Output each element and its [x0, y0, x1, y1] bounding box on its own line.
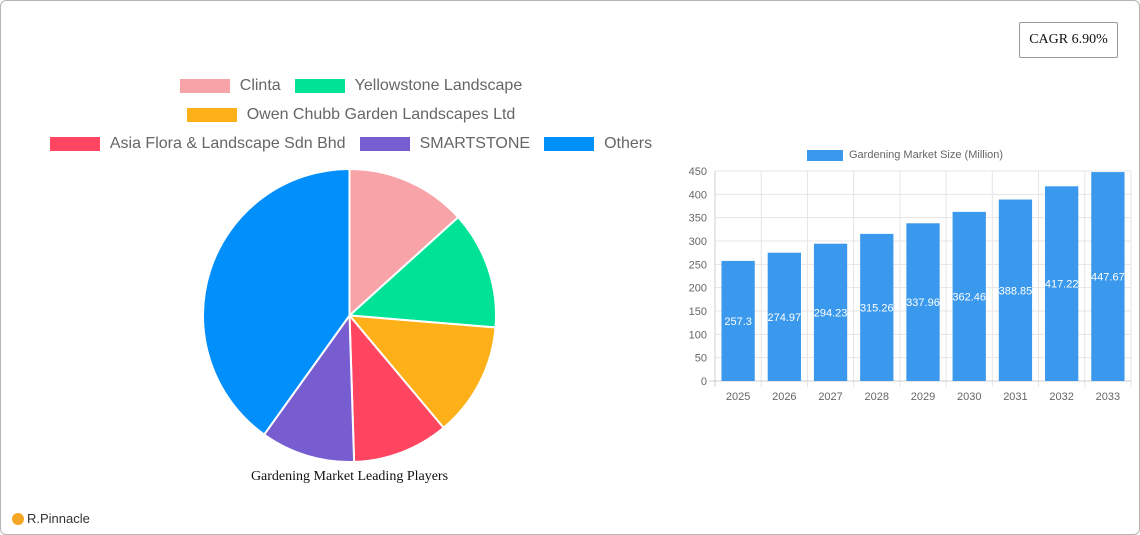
pie-legend-row-3: Asia Flora & Landscape Sdn Bhd SMARTSTON… — [1, 135, 701, 153]
pie-slice-clinta[interactable] — [348, 167, 460, 318]
legend-item-yellowstone[interactable]: Yellowstone Landscape — [294, 77, 523, 95]
bar-2025[interactable] — [721, 260, 755, 381]
legend-item-others[interactable]: Others — [544, 135, 652, 153]
svg-text:2028: 2028 — [865, 391, 889, 403]
bar-2031[interactable] — [998, 199, 1033, 381]
bar-2032[interactable] — [1045, 186, 1079, 381]
legend-label: SMARTSTONE — [419, 135, 531, 152]
svg-text:350: 350 — [689, 213, 707, 225]
svg-text:200: 200 — [689, 283, 707, 295]
svg-text:337.96: 337.96 — [906, 297, 940, 309]
legend-swatch — [179, 79, 230, 93]
svg-text:388.85: 388.85 — [999, 285, 1033, 297]
svg-text:362.46: 362.46 — [952, 291, 986, 303]
legend-label: Yellowstone Landscape — [354, 77, 523, 94]
pie-slice-asia-flora-landscape-sdn-bhd[interactable] — [348, 312, 445, 463]
pie-legend-row-2: Owen Chubb Garden Landscapes Ltd — [1, 106, 701, 124]
svg-text:450: 450 — [689, 166, 707, 178]
svg-text:294.23: 294.23 — [814, 307, 848, 319]
svg-text:100: 100 — [689, 329, 707, 341]
bar-chart: 0 50 100 150 200 250 300 350 400 450 257.3 2025 274.… — [681, 141, 1140, 411]
svg-text:2033: 2033 — [1096, 391, 1120, 403]
legend-swatch — [807, 149, 843, 161]
pie-chart-title: Gardening Market Leading Players — [250, 469, 449, 484]
pie-slice-smartstone[interactable] — [262, 312, 356, 463]
bar-2028[interactable] — [860, 233, 894, 381]
pie-slice-others[interactable] — [202, 167, 351, 436]
logo-icon — [12, 512, 24, 525]
legend-item-smartstone[interactable]: SMARTSTONE — [359, 135, 531, 153]
svg-text:2025: 2025 — [726, 391, 750, 403]
svg-text:400: 400 — [689, 189, 707, 201]
legend-swatch — [544, 137, 595, 151]
legend-swatch — [294, 79, 345, 93]
svg-text:2026: 2026 — [772, 391, 796, 403]
bar-2026[interactable] — [767, 252, 801, 381]
legend-label: Others — [604, 135, 653, 152]
bar-2029[interactable] — [906, 223, 940, 381]
svg-text:50: 50 — [695, 353, 707, 365]
bar-2030[interactable] — [952, 211, 986, 381]
legend-swatch — [359, 137, 410, 151]
svg-text:0: 0 — [701, 376, 707, 388]
svg-text:300: 300 — [689, 236, 707, 248]
svg-text:274.97: 274.97 — [768, 312, 802, 324]
legend-item-asia-flora[interactable]: Asia Flora & Landscape Sdn Bhd — [49, 135, 346, 153]
svg-text:2029: 2029 — [911, 391, 935, 403]
bar-2027[interactable] — [813, 243, 848, 381]
svg-text:250: 250 — [689, 259, 707, 271]
svg-text:2031: 2031 — [1003, 391, 1027, 403]
brand-logo: R.Pinnacle — [12, 511, 90, 526]
legend-label: Owen Chubb Garden Landscapes Ltd — [246, 106, 516, 123]
svg-text:150: 150 — [689, 306, 707, 318]
svg-text:2030: 2030 — [957, 391, 981, 403]
svg-text:447.67: 447.67 — [1091, 272, 1125, 284]
pie-legend-row-1: Clinta Yellowstone Landscape — [1, 77, 701, 95]
legend-swatch — [186, 108, 237, 122]
pie-slice-owen-chubb-garden-landscapes-ltd[interactable] — [347, 314, 497, 430]
svg-text:2032: 2032 — [1049, 391, 1073, 403]
svg-text:315.26: 315.26 — [860, 302, 894, 314]
bar-2033[interactable] — [1091, 172, 1125, 381]
pie-slice-yellowstone-landscape[interactable] — [347, 215, 497, 329]
svg-text:2027: 2027 — [818, 391, 842, 403]
legend-label: Clinta — [239, 77, 281, 94]
legend-swatch — [49, 137, 100, 151]
legend-label: Asia Flora & Landscape Sdn Bhd — [109, 135, 346, 152]
svg-text:417.22: 417.22 — [1045, 279, 1079, 291]
legend-item-owen-chubb[interactable]: Owen Chubb Garden Landscapes Ltd — [186, 106, 516, 124]
logo-text: R.Pinnacle — [27, 511, 90, 526]
svg-text:257.3: 257.3 — [724, 316, 752, 328]
legend-label: Gardening Market Size (Million) — [849, 149, 1004, 161]
pie-chart — [201, 167, 498, 464]
bar-legend[interactable]: Gardening Market Size (Million) — [807, 149, 1003, 161]
legend-item-clinta[interactable]: Clinta — [179, 77, 281, 95]
cagr-badge: CAGR 6.90% — [1019, 22, 1118, 58]
